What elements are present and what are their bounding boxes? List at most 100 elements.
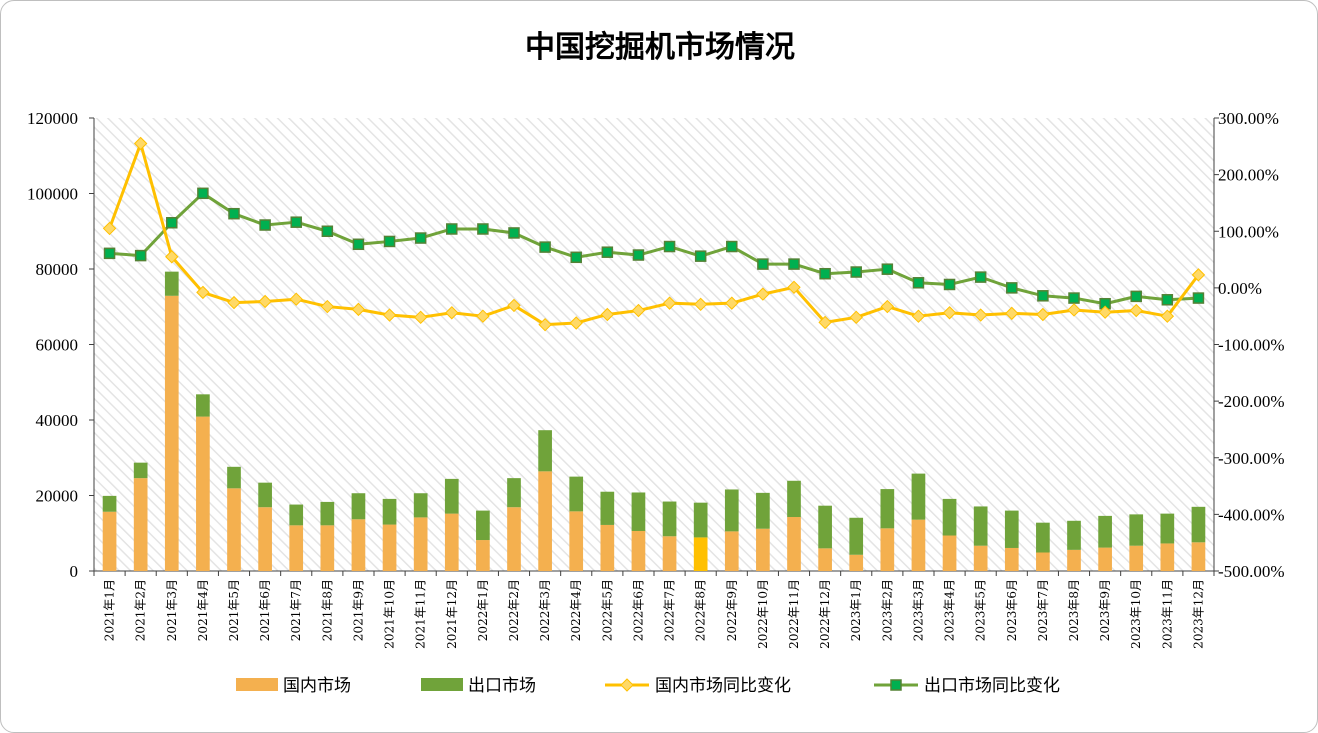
bar-domestic bbox=[1036, 552, 1050, 571]
x-tick-label: 2022年2月 bbox=[507, 579, 521, 641]
point-domestic-yoy bbox=[413, 310, 428, 325]
point-domestic-yoy bbox=[600, 307, 615, 322]
x-tick-label: 2021年1月 bbox=[103, 579, 117, 641]
x-axis-labels: 2021年1月 2021年2月 2021年3月 2021年4月 2021年5月 2021年… bbox=[103, 579, 1206, 649]
bar-domestic bbox=[538, 471, 552, 571]
point-domestic-yoy bbox=[693, 297, 708, 312]
point-export-yoy bbox=[726, 240, 738, 253]
bar-domestic bbox=[1067, 549, 1081, 571]
bar-domestic bbox=[600, 524, 615, 571]
x-tick-label: 2021年8月 bbox=[320, 579, 334, 641]
point-export-yoy bbox=[1161, 294, 1174, 306]
x-tick-label: 2022年6月 bbox=[631, 579, 645, 641]
right-tick-label: 100.00% bbox=[1218, 222, 1279, 241]
point-domestic-yoy bbox=[662, 296, 677, 310]
right-tick-label: -500.00% bbox=[1218, 562, 1285, 581]
bar-domestic bbox=[320, 525, 335, 571]
left-tick-label: 80000 bbox=[36, 260, 79, 279]
bar-domestic bbox=[164, 295, 179, 571]
bar-export bbox=[507, 478, 521, 508]
bar-export bbox=[880, 489, 895, 529]
point-domestic-yoy bbox=[1005, 306, 1019, 321]
point-export-yoy bbox=[819, 267, 831, 280]
legend: 国内市场 出口市场 国内市场同比变化 出口市场同比变化 bbox=[236, 676, 1060, 696]
x-tick-label: 2023年12月 bbox=[1191, 579, 1205, 649]
bar-export bbox=[724, 489, 739, 532]
x-tick-label: 2022年4月 bbox=[569, 579, 583, 641]
x-tick-label: 2021年4月 bbox=[196, 579, 210, 641]
point-export-yoy bbox=[943, 278, 956, 291]
bar-domestic bbox=[413, 517, 428, 571]
point-domestic-yoy bbox=[258, 294, 272, 309]
bar-export bbox=[227, 466, 241, 489]
point-export-yoy bbox=[166, 217, 178, 229]
point-domestic-yoy bbox=[569, 316, 583, 330]
chart-title: 中国挖掘机市场情况 bbox=[525, 30, 795, 65]
right-tick-label: -100.00% bbox=[1218, 336, 1285, 355]
point-export-yoy bbox=[103, 247, 116, 260]
bar-export bbox=[351, 493, 366, 520]
right-tick-label: 200.00% bbox=[1218, 166, 1279, 185]
bar-domestic bbox=[227, 488, 241, 571]
x-tick-label: 2022年10月 bbox=[756, 579, 770, 649]
x-tick-label: 2021年9月 bbox=[351, 579, 365, 641]
point-export-yoy bbox=[259, 219, 271, 231]
bar-domestic bbox=[444, 513, 459, 571]
x-tick-label: 2021年3月 bbox=[165, 579, 179, 641]
point-export-yoy bbox=[1006, 282, 1018, 294]
bar-domestic bbox=[1129, 545, 1144, 571]
bar-domestic bbox=[973, 545, 988, 571]
bar-export bbox=[569, 476, 584, 512]
point-domestic-yoy bbox=[538, 317, 552, 332]
point-domestic-yoy bbox=[1036, 307, 1050, 322]
left-tick-label: 120000 bbox=[27, 109, 78, 128]
point-export-yoy bbox=[1037, 290, 1049, 302]
point-export-yoy bbox=[601, 246, 614, 258]
bar-domestic bbox=[1191, 542, 1206, 571]
x-tick-label: 2021年10月 bbox=[383, 579, 397, 649]
bar-domestic bbox=[196, 416, 210, 571]
x-tick-label: 2021年12月 bbox=[445, 579, 459, 649]
point-export-yoy bbox=[446, 223, 458, 235]
point-domestic-yoy bbox=[507, 298, 521, 313]
bar-domestic bbox=[880, 528, 895, 571]
legend-swatch bbox=[236, 678, 278, 691]
point-export-yoy bbox=[694, 250, 707, 262]
bar-export bbox=[818, 505, 832, 549]
point-domestic-yoy bbox=[725, 296, 739, 310]
bar-export bbox=[662, 501, 677, 537]
bar-export bbox=[756, 492, 770, 529]
point-domestic-yoy bbox=[880, 299, 895, 314]
point-domestic-yoy bbox=[196, 285, 210, 300]
legend-marker bbox=[890, 679, 902, 691]
bar-export bbox=[973, 506, 988, 546]
x-tick-label: 2021年7月 bbox=[289, 579, 303, 641]
bar-export bbox=[1098, 515, 1112, 548]
point-domestic-yoy bbox=[1191, 268, 1206, 282]
point-export-yoy bbox=[788, 258, 800, 270]
point-export-yoy bbox=[383, 235, 396, 248]
point-export-yoy bbox=[632, 249, 645, 261]
bar-series bbox=[102, 271, 1206, 571]
point-domestic-yoy bbox=[102, 221, 117, 236]
x-tick-label: 2023年11月 bbox=[1160, 579, 1174, 649]
bar-export bbox=[911, 473, 926, 520]
point-domestic-yoy bbox=[320, 299, 335, 314]
bar-domestic bbox=[756, 528, 770, 571]
x-tick-label: 2023年2月 bbox=[880, 579, 894, 641]
bar-export bbox=[444, 478, 459, 514]
point-domestic-yoy bbox=[1067, 303, 1081, 317]
point-domestic-yoy bbox=[351, 302, 366, 317]
point-domestic-yoy bbox=[227, 295, 241, 310]
x-tick-label: 2022年7月 bbox=[663, 579, 677, 641]
x-tick-label: 2023年7月 bbox=[1036, 579, 1050, 641]
left-tick-label: 0 bbox=[70, 562, 79, 581]
bar-domestic bbox=[258, 507, 272, 571]
bar-export bbox=[133, 462, 148, 479]
bar-domestic bbox=[1098, 547, 1112, 571]
point-export-yoy bbox=[1192, 292, 1205, 304]
point-domestic-yoy bbox=[942, 306, 957, 320]
legend-label: 国内市场 bbox=[283, 676, 351, 696]
x-tick-label: 2023年9月 bbox=[1098, 579, 1112, 641]
